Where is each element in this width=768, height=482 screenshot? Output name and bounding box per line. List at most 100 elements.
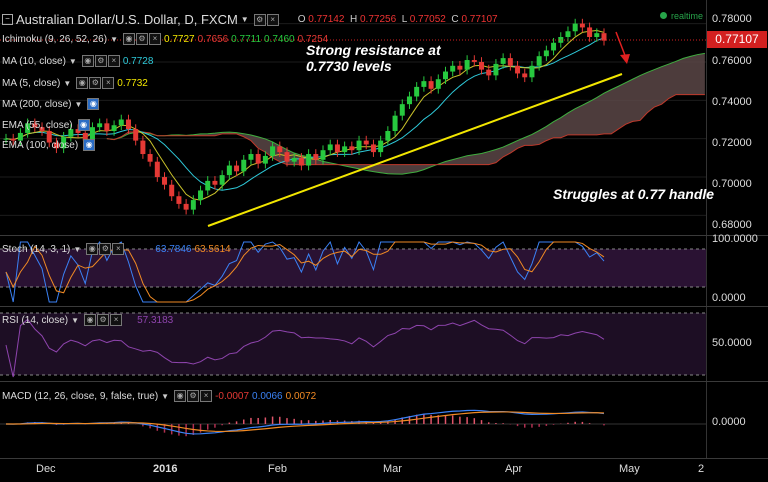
macd-legend[interactable]: MACD (12, 26, close, 9, false, true) ▼ ◉ ⚙… xyxy=(2,390,317,402)
price-chart[interactable] xyxy=(0,0,706,235)
handle-annotation: Struggles at 0.77 handle xyxy=(553,186,715,202)
chevron-down-icon[interactable]: ▼ xyxy=(240,15,249,24)
candle-body xyxy=(601,33,607,41)
pane-separator[interactable] xyxy=(0,306,768,307)
settings-icon[interactable]: ⚙ xyxy=(94,55,107,67)
close-icon[interactable]: × xyxy=(200,390,213,402)
candle-body xyxy=(551,42,557,51)
settings-icon[interactable]: ⚙ xyxy=(135,33,148,45)
candle-body xyxy=(46,131,52,143)
ma5-legend[interactable]: MA (5, close) ▼ ◉ ⚙ × 0.7732 xyxy=(2,77,148,89)
candle-body xyxy=(406,96,412,105)
candle-body xyxy=(53,142,59,149)
macd-pane[interactable] xyxy=(0,382,706,458)
candle-body xyxy=(587,27,593,38)
ema100-legend[interactable]: EMA (100, close) ◉ xyxy=(2,139,96,151)
ma200-legend[interactable]: MA (200, close) ▼ ◉ xyxy=(2,98,100,110)
close-icon[interactable]: × xyxy=(148,33,161,45)
stoch-legend[interactable]: Stoch (14, 3, 1) ▼ ◉ ⚙ × 63.7846 63.5614 xyxy=(2,243,231,255)
candle-body xyxy=(507,58,513,66)
chevron-down-icon[interactable]: ▼ xyxy=(68,56,77,66)
candle-body xyxy=(442,71,448,80)
stoch-axis[interactable] xyxy=(706,236,768,306)
visibility-icon[interactable]: ◉ xyxy=(87,98,100,110)
candle-body xyxy=(97,123,103,128)
candle-body xyxy=(270,146,276,156)
close-icon[interactable]: × xyxy=(107,55,120,67)
visibility-icon[interactable]: ◉ xyxy=(84,314,97,326)
time-tick: 2 xyxy=(698,463,705,475)
visibility-icon[interactable]: ◉ xyxy=(174,390,187,402)
candle-body xyxy=(125,119,131,130)
candle-body xyxy=(10,138,16,141)
visibility-icon[interactable]: ◉ xyxy=(122,33,135,45)
ohlc-values: O 0.77142 H 0.77256 L 0.77052 C 0.77107 xyxy=(297,14,498,25)
candle-body xyxy=(378,140,384,153)
ema55-legend[interactable]: EMA (55, close) ◉ xyxy=(2,119,90,131)
candle-body xyxy=(111,125,117,132)
price-tick: 0.76000 xyxy=(712,55,752,67)
visibility-icon[interactable]: ◉ xyxy=(83,139,96,151)
realtime-dot-icon xyxy=(660,12,667,19)
chevron-down-icon[interactable]: ▼ xyxy=(161,391,170,401)
candle-body xyxy=(543,50,549,57)
macd-chart[interactable] xyxy=(0,382,706,458)
settings-icon[interactable]: ⚙ xyxy=(187,390,200,402)
pane-separator[interactable] xyxy=(0,381,768,382)
chevron-down-icon[interactable]: ▼ xyxy=(73,244,82,254)
chevron-down-icon[interactable]: ▼ xyxy=(74,99,83,109)
visibility-icon[interactable]: ◉ xyxy=(81,55,94,67)
symbol-title[interactable]: Australian Dollar/U.S. Dollar, D, FXCM xyxy=(16,12,238,27)
candle-body xyxy=(82,132,88,141)
candle-body xyxy=(356,140,362,151)
settings-icon[interactable]: ⚙ xyxy=(97,314,110,326)
candle-body xyxy=(342,146,348,153)
legend-buttons[interactable]: ⚙ × xyxy=(253,13,279,26)
close-icon[interactable]: × xyxy=(112,243,125,255)
settings-icon[interactable]: ⚙ xyxy=(99,243,112,255)
visibility-icon[interactable]: ◉ xyxy=(77,119,90,131)
price-tick: 0.72000 xyxy=(712,137,752,149)
stoch-k-line xyxy=(5,240,605,303)
ichimoku-legend[interactable]: Ichimoku (9, 26, 52, 26) ▼ ◉ ⚙ × 0.7727 0.7… xyxy=(2,33,329,45)
candle-body xyxy=(183,203,189,210)
candle-body xyxy=(493,63,499,76)
candle-body xyxy=(205,180,211,191)
ma10-legend[interactable]: MA (10, close) ▼ ◉ ⚙ × 0.7728 xyxy=(2,55,154,67)
symbol-legend[interactable]: − Australian Dollar/U.S. Dollar, D, FXCM… xyxy=(2,12,498,27)
visibility-icon[interactable]: ◉ xyxy=(76,77,89,89)
candle-body xyxy=(104,123,110,132)
visibility-icon[interactable]: ◉ xyxy=(86,243,99,255)
macd-line xyxy=(5,409,605,435)
macd-axis[interactable] xyxy=(706,382,768,458)
settings-icon[interactable]: ⚙ xyxy=(253,13,266,26)
close-icon[interactable]: × xyxy=(102,77,115,89)
time-tick: Feb xyxy=(268,463,287,475)
candle-body xyxy=(298,157,304,166)
chevron-down-icon[interactable]: ▼ xyxy=(63,78,72,88)
collapse-icon[interactable]: − xyxy=(2,14,13,25)
time-axis[interactable]: Dec 2016 Feb Mar Apr May 2 xyxy=(0,459,768,482)
time-tick: Apr xyxy=(505,463,523,475)
rsi-axis[interactable] xyxy=(706,307,768,381)
close-icon[interactable]: × xyxy=(110,314,123,326)
settings-icon[interactable]: ⚙ xyxy=(89,77,102,89)
price-pane[interactable] xyxy=(0,0,706,235)
chevron-down-icon[interactable]: ▼ xyxy=(110,34,118,44)
candle-body xyxy=(464,60,470,70)
candle-body xyxy=(198,190,204,201)
candle-body xyxy=(327,144,333,151)
red-arrow-head-icon xyxy=(620,54,630,64)
rsi-legend[interactable]: RSI (14, close) ▼ ◉ ⚙ × 57.3183 xyxy=(2,314,174,326)
candle-body xyxy=(284,152,290,162)
chevron-down-icon[interactable]: ▼ xyxy=(71,315,80,325)
close-icon[interactable]: × xyxy=(266,13,279,26)
candle-body xyxy=(479,61,485,70)
candle-body xyxy=(385,131,391,141)
time-tick: May xyxy=(619,463,640,475)
pane-separator[interactable] xyxy=(0,235,768,236)
candle-body xyxy=(75,129,81,133)
price-tick: 0.70000 xyxy=(712,178,752,190)
candle-body xyxy=(363,140,369,145)
macd-tick: 0.0000 xyxy=(712,416,746,428)
